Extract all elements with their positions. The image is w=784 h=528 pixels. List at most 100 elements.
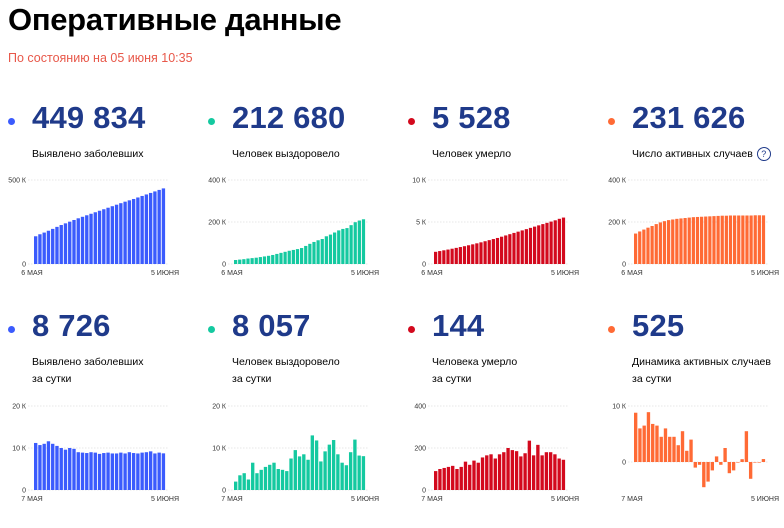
bar [357,455,361,490]
bar [741,215,745,264]
bar [634,233,638,264]
bar [679,218,683,264]
bar [336,454,340,490]
x-tick-label: 6 МАЯ [621,270,642,276]
bar [279,252,283,264]
bar [689,439,693,462]
bar [234,481,238,490]
bar [533,226,537,264]
stat-label-line1: Выявлено заболевших [32,148,144,160]
bar [272,462,276,490]
bar-chart: 0 5 К 10 К 6 МАЯ 5 ИЮНЯ [412,178,579,277]
bar [114,453,119,490]
x-tick-label: 5 ИЮНЯ [551,270,579,276]
bar [123,453,127,490]
stat-label-line1: Человека умерло [432,356,518,368]
bullet-dot-icon [408,326,415,333]
bar [467,245,471,264]
stat-label-line1: Человек умерло [432,148,512,160]
bar [153,191,157,264]
bar [72,448,76,490]
bar [520,230,524,264]
x-tick-label: 5 ИЮНЯ [151,496,179,502]
bar [683,218,687,264]
bar [728,215,733,264]
bar [655,425,659,462]
bar [497,454,502,490]
bar [761,215,766,264]
bar [561,459,566,490]
y-tick-label: 20 К [212,404,227,411]
bar [312,241,316,264]
bar [348,452,353,490]
stat-label: Человек умерло [432,146,511,163]
y-tick-label: 10 К [412,178,427,185]
bar [731,462,736,471]
bar [361,219,366,264]
bar [651,423,655,462]
bar [114,204,119,264]
bar [131,198,136,264]
bar [642,425,646,462]
bar [276,469,280,490]
status-timestamp: По состоянию на 05 июня 10:35 [8,51,193,65]
stat-value: 5 528 [432,100,511,135]
bar-chart: 0 10 К 20 К 7 МАЯ 5 ИЮНЯ [12,404,179,503]
bar [123,201,127,264]
bar [438,251,442,264]
bar [723,448,727,462]
y-tick-label: 500 К [8,178,27,185]
bar [724,215,728,264]
bar [553,454,557,490]
y-tick-label: 10 К [12,446,27,453]
bar [304,245,308,264]
stat-card: 8 057 Человек выздоровело за сутки 0 10 К 20 … [208,308,398,528]
bar [434,251,438,264]
bar [487,240,491,264]
bar [646,412,651,462]
stat-label-line1: Человек выздоровело [232,148,340,160]
bar [353,439,357,490]
bar [531,455,536,490]
x-tick-label: 5 ИЮНЯ [351,496,379,502]
bar [148,451,153,490]
bar [753,462,757,463]
bar [733,215,737,264]
bar [493,458,497,490]
bar [740,459,744,462]
bar [238,259,242,264]
y-tick-label: 10 К [212,446,227,453]
help-icon[interactable]: ? [756,147,771,162]
y-tick-label: 400 [414,404,426,411]
stat-label: Человека умерло за сутки [432,354,517,388]
bar [102,209,106,264]
bar [280,469,285,490]
stat-label-line2: за сутки [432,373,472,385]
bar [246,258,250,264]
bar [320,239,324,264]
bar [300,248,304,264]
y-tick-label: 200 К [208,220,227,227]
bar [519,456,523,490]
bullet-dot-icon [608,118,615,125]
bar [68,448,72,490]
bar [102,453,106,490]
bar [157,452,161,490]
bar-chart: 0 200 400 7 МАЯ 5 ИЮНЯ [414,404,579,503]
stat-value: 8 057 [232,308,311,343]
bar [557,218,561,264]
bar [504,235,508,264]
bar [258,257,262,264]
bar [687,217,691,264]
bar [495,237,500,264]
bar [442,250,446,264]
bar [659,436,663,462]
bullet-dot-icon [408,118,415,125]
bar [287,250,291,264]
bar [642,229,646,264]
bar [483,241,487,264]
x-tick-label: 5 ИЮНЯ [751,496,779,502]
bar [748,462,753,479]
stat-label: Выявлено заболевших за сутки [32,354,143,388]
stat-value: 8 726 [32,308,111,343]
